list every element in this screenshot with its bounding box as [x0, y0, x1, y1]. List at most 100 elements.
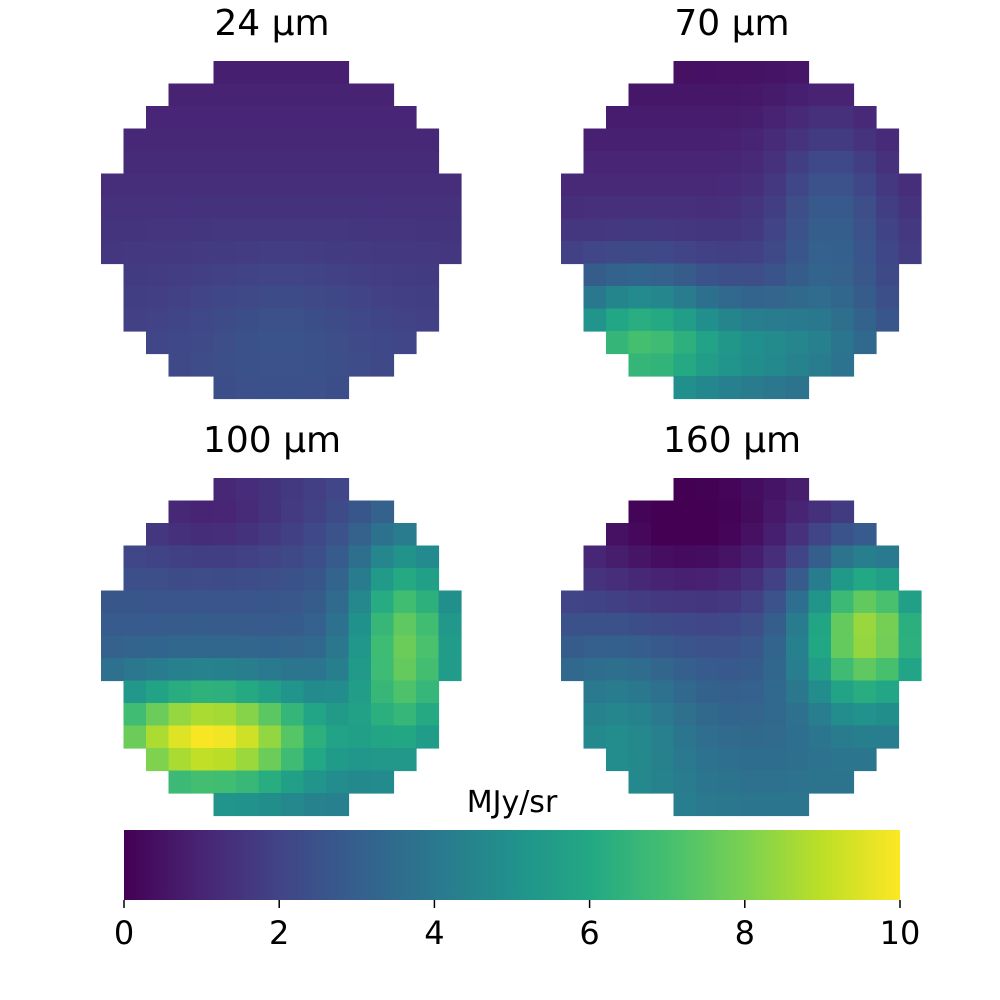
heatmap-cell	[808, 353, 832, 377]
heatmap-cell	[651, 635, 675, 659]
heatmap-cell	[786, 353, 810, 377]
heatmap-cell	[673, 173, 697, 197]
heatmap-cell	[763, 353, 787, 377]
heatmap-cell	[718, 500, 742, 524]
heatmap-cell	[281, 353, 305, 377]
heatmap-cell	[348, 308, 372, 332]
heatmap-cell	[393, 241, 417, 265]
heatmap-cell	[348, 545, 372, 569]
heatmap-cell	[606, 703, 630, 727]
heatmap-cell	[281, 613, 305, 637]
heatmap-cell	[718, 545, 742, 569]
heatmap-cell	[236, 128, 260, 152]
heatmap-cell	[213, 173, 237, 197]
heatmap-cell	[101, 590, 125, 614]
heatmap-cell	[606, 725, 630, 749]
heatmap-cell	[326, 613, 350, 637]
heatmap-cell	[831, 770, 855, 794]
heatmap-cell	[371, 590, 395, 614]
heatmap-cell	[168, 523, 192, 547]
heatmap-cell	[191, 241, 215, 265]
heatmap-cell	[741, 241, 765, 265]
heatmap-cell	[808, 680, 832, 704]
heatmap-cell	[281, 286, 305, 310]
heatmap-cell	[583, 613, 607, 637]
heatmap-cell	[281, 680, 305, 704]
heatmap-cell	[348, 241, 372, 265]
heatmap-cell	[651, 545, 675, 569]
heatmap-cell	[696, 128, 720, 152]
heatmap-cell	[101, 173, 125, 197]
heatmap-cell	[146, 568, 170, 592]
heatmap-cell	[741, 286, 765, 310]
heatmap-cell	[303, 151, 327, 175]
heatmap-cell	[191, 613, 215, 637]
heatmap-cell	[696, 658, 720, 682]
heatmap-cell	[741, 770, 765, 794]
heatmap-cell	[258, 263, 282, 287]
heatmap-cell	[808, 635, 832, 659]
heatmap-cell	[168, 128, 192, 152]
heatmap-cell	[258, 590, 282, 614]
heatmap-cell	[628, 218, 652, 242]
heatmap-cell	[628, 308, 652, 332]
heatmap-cell	[876, 196, 900, 220]
heatmap-cell	[628, 523, 652, 547]
heatmap-cell	[853, 590, 877, 614]
heatmap-cell	[696, 83, 720, 107]
heatmap-cell	[673, 523, 697, 547]
heatmap-cell	[416, 680, 440, 704]
heatmap-cell	[236, 770, 260, 794]
heatmap-cell	[651, 590, 675, 614]
heatmap-cell	[438, 590, 462, 614]
heatmap-cell	[281, 151, 305, 175]
heatmap-cell	[561, 590, 585, 614]
heatmap-cell	[326, 83, 350, 107]
heatmap-cell	[876, 725, 900, 749]
heatmap-cell	[281, 128, 305, 152]
heatmap-cell	[213, 568, 237, 592]
heatmap-cell	[718, 308, 742, 332]
heatmap-cell	[673, 376, 697, 400]
heatmap-cell	[258, 106, 282, 130]
heatmap-cell	[191, 770, 215, 794]
heatmap-cell	[236, 613, 260, 637]
heatmap-cell	[763, 128, 787, 152]
heatmap-cell	[876, 151, 900, 175]
heatmap-cell	[696, 241, 720, 265]
heatmap-cell	[718, 376, 742, 400]
heatmap-cell	[831, 263, 855, 287]
heatmap-cell	[393, 568, 417, 592]
heatmap-cell	[168, 770, 192, 794]
heatmap-cell	[583, 308, 607, 332]
heatmap-cell	[416, 568, 440, 592]
panel-title-160um: 160 μm	[663, 420, 801, 461]
heatmap-cell	[628, 748, 652, 772]
heatmap-cell	[741, 568, 765, 592]
heatmap-cell	[786, 83, 810, 107]
heatmap-cell	[191, 748, 215, 772]
heatmap-cell	[236, 568, 260, 592]
heatmap-cell	[651, 500, 675, 524]
heatmap-cell	[213, 308, 237, 332]
heatmap-cell	[831, 353, 855, 377]
heatmap-cell	[718, 83, 742, 107]
heatmap-cell	[831, 545, 855, 569]
heatmap-cell	[348, 680, 372, 704]
heatmap-cell	[673, 218, 697, 242]
heatmap-cell	[741, 545, 765, 569]
heatmap-cell	[718, 613, 742, 637]
heatmap-cell	[258, 286, 282, 310]
heatmap-cell	[561, 173, 585, 197]
heatmap-cell	[146, 703, 170, 727]
heatmap-cell	[326, 241, 350, 265]
heatmap-cell	[786, 770, 810, 794]
heatmap-cell	[371, 151, 395, 175]
heatmap-cell	[303, 770, 327, 794]
heatmap-cell	[371, 241, 395, 265]
heatmap-cell	[786, 635, 810, 659]
heatmap-cell	[696, 703, 720, 727]
heatmap-cell	[741, 128, 765, 152]
heatmap-cell	[258, 635, 282, 659]
heatmap-cell	[281, 478, 305, 502]
